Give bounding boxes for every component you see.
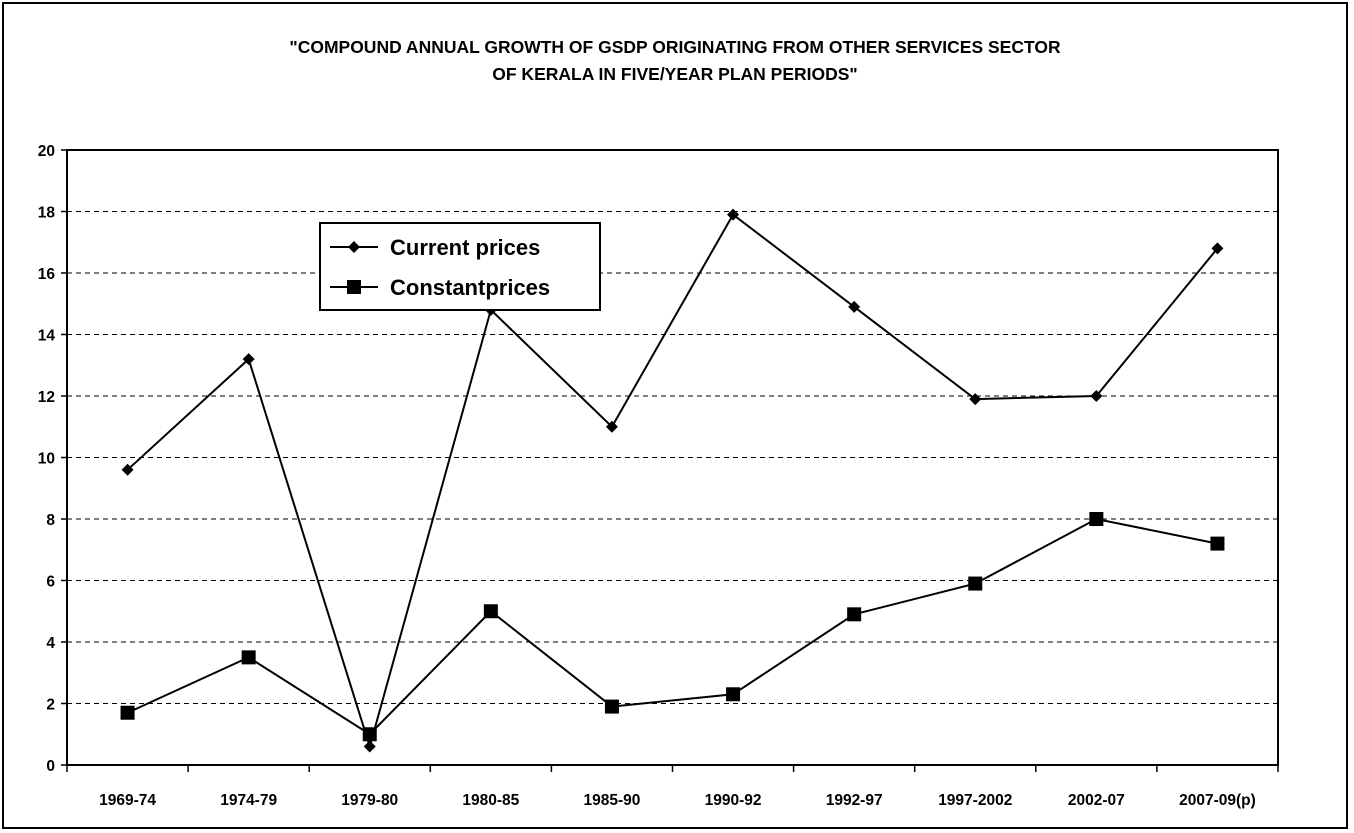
x-tick-label: 2002-07: [1068, 792, 1125, 809]
x-tick-labels: 1969-74 1974-79 1979-80 1980-85 1985-90 1990-…: [99, 792, 1256, 809]
y-tick-label: 8: [46, 512, 55, 529]
data-point-current-prices: [727, 208, 740, 221]
legend-box: [319, 222, 601, 311]
legend-label-constant: Constantprices: [390, 275, 550, 300]
y-tick-label: 20: [38, 143, 55, 160]
x-tick-label: 1974-79: [220, 792, 277, 809]
data-point-constant-prices: [1089, 512, 1104, 526]
data-point-current-prices: [121, 463, 134, 476]
y-tick-label: 10: [38, 451, 55, 468]
series-line-constant-prices: [127, 517, 1218, 736]
legend: Current prices Constantprices: [319, 222, 601, 311]
x-tick-label: 1992-97: [826, 792, 883, 809]
y-tick-label: 6: [46, 574, 55, 591]
chart-title: "COMPOUND ANNUAL GROWTH OF GSDP ORIGINAT…: [4, 34, 1346, 88]
axes: [61, 149, 1279, 772]
data-point-constant-prices: [604, 699, 619, 714]
y-tick-labels: 0 2 4 6 8 10 12 14 16 18 20: [38, 143, 56, 775]
y-tick-label: 0: [46, 758, 55, 775]
chart-title-line-2: OF KERALA IN FIVE/YEAR PLAN PERIODS": [492, 64, 858, 84]
data-point-current-prices: [1090, 390, 1103, 402]
data-point-current-prices: [242, 353, 255, 366]
x-tick-label: 1990-92: [705, 792, 762, 809]
data-point-constant-prices: [726, 687, 741, 702]
legend-diamond-icon: [348, 241, 360, 253]
data-point-constant-prices: [847, 607, 862, 622]
y-tick-label: 12: [38, 389, 55, 406]
chart-title-line-1: "COMPOUND ANNUAL GROWTH OF GSDP ORIGINAT…: [289, 37, 1061, 57]
data-point-current-prices: [969, 393, 982, 406]
data-point-constant-prices: [483, 604, 498, 619]
x-tick-label: 1969-74: [99, 792, 156, 809]
data-point-constant-prices: [1210, 536, 1225, 551]
y-tick-label: 2: [46, 697, 55, 714]
gridlines: [67, 211, 1278, 704]
y-tick-label: 16: [38, 266, 56, 283]
x-tick-label: 2007-09(p): [1179, 792, 1256, 809]
data-point-constant-prices: [362, 727, 377, 742]
series-group: [120, 208, 1225, 753]
data-point-current-prices: [1211, 242, 1224, 255]
legend-square-icon: [347, 280, 361, 294]
y-tick-label: 14: [38, 328, 56, 345]
data-point-constant-prices: [120, 705, 135, 720]
x-tick-label: 1980-85: [462, 792, 519, 809]
data-point-current-prices: [363, 740, 376, 753]
series-line-current-prices: [126, 213, 1219, 751]
data-point-current-prices: [848, 300, 861, 313]
legend-label-current: Current prices: [390, 235, 540, 260]
y-tick-label: 4: [46, 635, 55, 652]
x-tick-label: 1985-90: [584, 792, 641, 809]
x-tick-label: 1979-80: [341, 792, 398, 809]
x-tick-label: 1997-2002: [938, 792, 1012, 809]
data-point-constant-prices: [241, 650, 256, 665]
data-point-current-prices: [605, 420, 618, 433]
data-point-constant-prices: [968, 576, 983, 591]
y-tick-label: 18: [38, 205, 56, 222]
